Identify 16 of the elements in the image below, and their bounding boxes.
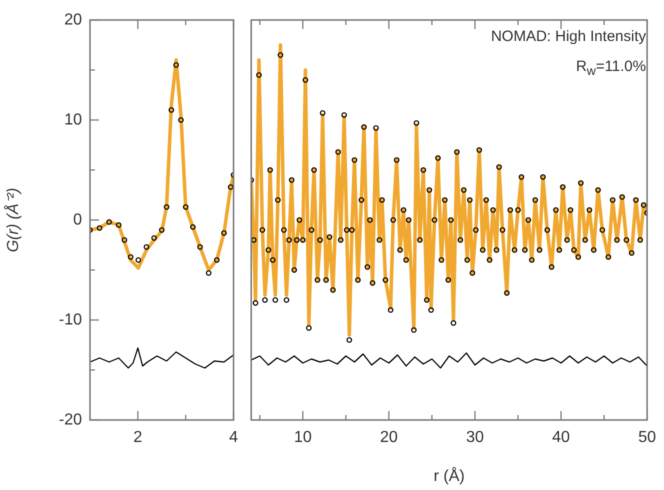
- x-tick-label: 30: [466, 429, 484, 446]
- x-tick-label: 4: [229, 429, 238, 446]
- x-tick-label: 10: [294, 429, 312, 446]
- x-tick-label: 40: [552, 429, 570, 446]
- y-tick-label: -10: [58, 311, 82, 328]
- annotation: NOMAD: High Intensity: [490, 28, 646, 45]
- x-tick-label: 2: [133, 429, 142, 446]
- y-tick-label: 10: [64, 111, 82, 128]
- y-tick-label: -20: [58, 411, 82, 428]
- y-tick-label: 0: [73, 211, 82, 228]
- annotation: R$_{w}$=11.0%: [576, 58, 646, 78]
- y-tick-label: 20: [64, 11, 82, 28]
- x-tick-label: 50: [638, 429, 656, 446]
- y-axis-title: G(r) (Å⁻²): [4, 188, 22, 252]
- x-axis-title: r (Å): [434, 466, 465, 485]
- x-tick-label: 20: [380, 429, 398, 446]
